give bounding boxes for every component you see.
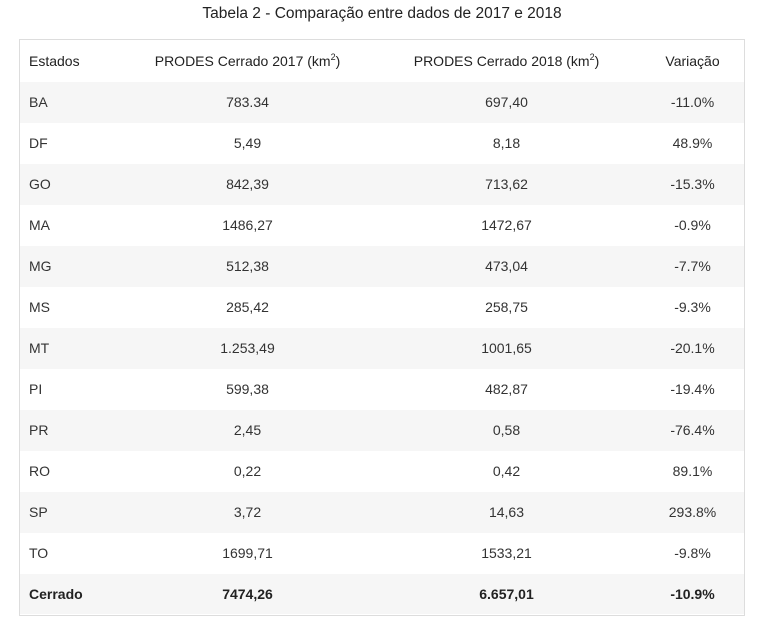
table-row: BA 783.34 697,40 -11.0%	[20, 82, 744, 123]
cell-2017: 783.34	[123, 82, 372, 123]
cell-estado: MT	[20, 328, 123, 369]
cell-variacao: -19.4%	[641, 369, 744, 410]
total-2017: 7474,26	[123, 574, 372, 614]
table-row: SP 3,72 14,63 293.8%	[20, 492, 744, 533]
comparison-table: Estados PRODES Cerrado 2017 (km2) PRODES…	[20, 40, 744, 614]
cell-estado: RO	[20, 451, 123, 492]
cell-2018: 697,40	[372, 82, 641, 123]
header-prodes-2018-label: PRODES Cerrado 2018 (km	[413, 53, 590, 69]
header-prodes-2017-suffix: )	[335, 53, 341, 69]
cell-variacao: -0.9%	[641, 205, 744, 246]
total-variacao: -10.9%	[641, 574, 744, 614]
cell-variacao: 293.8%	[641, 492, 744, 533]
header-prodes-2018-superscript: 2	[589, 52, 595, 62]
cell-estado: PR	[20, 410, 123, 451]
cell-2018: 1533,21	[372, 533, 641, 574]
cell-variacao: 48.9%	[641, 123, 744, 164]
cell-2018: 258,75	[372, 287, 641, 328]
cell-2018: 713,62	[372, 164, 641, 205]
cell-2017: 0,22	[123, 451, 372, 492]
cell-2017: 1699,71	[123, 533, 372, 574]
cell-estado: PI	[20, 369, 123, 410]
header-variacao: Variação	[665, 53, 720, 69]
cell-variacao: -9.3%	[641, 287, 744, 328]
cell-2018: 14,63	[372, 492, 641, 533]
cell-estado: DF	[20, 123, 123, 164]
header-row: Estados PRODES Cerrado 2017 (km2) PRODES…	[20, 40, 744, 82]
cell-2018: 473,04	[372, 246, 641, 287]
total-row: Cerrado 7474,26 6.657,01 -10.9%	[20, 574, 744, 614]
cell-estado: MS	[20, 287, 123, 328]
cell-2017: 599,38	[123, 369, 372, 410]
cell-2017: 5,49	[123, 123, 372, 164]
cell-2018: 1001,65	[372, 328, 641, 369]
cell-2017: 1486,27	[123, 205, 372, 246]
cell-estado: MA	[20, 205, 123, 246]
header-estados: Estados	[29, 53, 80, 69]
table-row: MA 1486,27 1472,67 -0.9%	[20, 205, 744, 246]
table-row: MT 1.253,49 1001,65 -20.1%	[20, 328, 744, 369]
header-prodes-2017: PRODES Cerrado 2017 (km2)	[123, 40, 372, 82]
cell-variacao: -20.1%	[641, 328, 744, 369]
total-estado: Cerrado	[20, 574, 123, 614]
cell-estado: MG	[20, 246, 123, 287]
cell-variacao: -11.0%	[641, 82, 744, 123]
cell-variacao: -7.7%	[641, 246, 744, 287]
cell-2018: 482,87	[372, 369, 641, 410]
cell-2017: 2,45	[123, 410, 372, 451]
table-row: RO 0,22 0,42 89.1%	[20, 451, 744, 492]
table-row: PR 2,45 0,58 -76.4%	[20, 410, 744, 451]
table-row: DF 5,49 8,18 48.9%	[20, 123, 744, 164]
cell-2017: 1.253,49	[123, 328, 372, 369]
comparison-table-container: Estados PRODES Cerrado 2017 (km2) PRODES…	[19, 39, 745, 616]
cell-estado: SP	[20, 492, 123, 533]
table-row: MG 512,38 473,04 -7.7%	[20, 246, 744, 287]
cell-2018: 0,42	[372, 451, 641, 492]
table-row: GO 842,39 713,62 -15.3%	[20, 164, 744, 205]
header-prodes-2018: PRODES Cerrado 2018 (km2)	[372, 40, 641, 82]
cell-2018: 1472,67	[372, 205, 641, 246]
table-caption: Tabela 2 - Comparação entre dados de 201…	[202, 5, 562, 22]
table-row: PI 599,38 482,87 -19.4%	[20, 369, 744, 410]
table-row: TO 1699,71 1533,21 -9.8%	[20, 533, 744, 574]
cell-estado: BA	[20, 82, 123, 123]
cell-2017: 512,38	[123, 246, 372, 287]
cell-estado: TO	[20, 533, 123, 574]
header-prodes-2017-superscript: 2	[330, 52, 336, 62]
table-body: BA 783.34 697,40 -11.0% DF 5,49 8,18 48.…	[20, 82, 744, 614]
header-prodes-2018-suffix: )	[594, 53, 600, 69]
cell-2017: 3,72	[123, 492, 372, 533]
cell-2017: 842,39	[123, 164, 372, 205]
cell-variacao: 89.1%	[641, 451, 744, 492]
cell-variacao: -15.3%	[641, 164, 744, 205]
cell-variacao: -76.4%	[641, 410, 744, 451]
cell-2018: 0,58	[372, 410, 641, 451]
table-row: MS 285,42 258,75 -9.3%	[20, 287, 744, 328]
total-2018: 6.657,01	[372, 574, 641, 614]
cell-2017: 285,42	[123, 287, 372, 328]
cell-variacao: -9.8%	[641, 533, 744, 574]
header-prodes-2017-label: PRODES Cerrado 2017 (km	[154, 53, 331, 69]
cell-estado: GO	[20, 164, 123, 205]
cell-2018: 8,18	[372, 123, 641, 164]
